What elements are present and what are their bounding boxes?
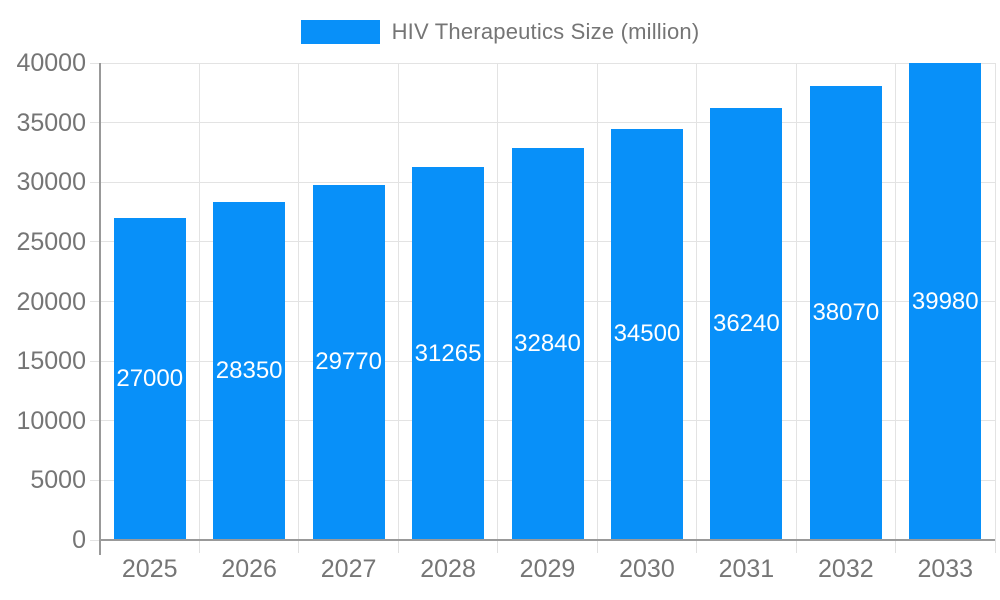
- x-tick-mark: [994, 540, 996, 553]
- x-axis-label: 2026: [221, 555, 277, 583]
- y-axis-line: [99, 63, 101, 555]
- y-tick-mark: [90, 62, 100, 64]
- bar-value-label: 27000: [116, 365, 184, 392]
- x-axis-label: 2030: [619, 555, 675, 583]
- x-axis-label: 2033: [917, 555, 974, 583]
- gridline-x: [696, 63, 698, 540]
- x-tick-mark: [397, 540, 399, 553]
- y-tick-mark: [90, 539, 100, 541]
- legend-label: HIV Therapeutics Size (million): [391, 19, 700, 44]
- y-axis-label: 5000: [30, 466, 86, 495]
- x-axis-line: [100, 539, 995, 541]
- gridline-x: [198, 63, 200, 540]
- x-tick-mark: [596, 540, 598, 553]
- y-axis-label: 15000: [16, 347, 86, 376]
- x-axis-label: 2029: [519, 555, 576, 583]
- x-tick-mark: [298, 540, 300, 553]
- bar-value-label: 32840: [514, 330, 581, 358]
- gridline-y: [100, 62, 995, 64]
- y-axis-label: 0: [72, 526, 86, 554]
- bar-2032[interactable]: [810, 86, 882, 540]
- bar-value-label: 29770: [315, 348, 382, 376]
- bar-value-label: 31265: [414, 339, 482, 367]
- bar-2031[interactable]: [710, 107, 782, 540]
- y-tick-mark: [90, 122, 100, 124]
- y-axis-label: 40000: [16, 49, 86, 77]
- x-tick-mark: [198, 540, 200, 553]
- gridline-x: [298, 63, 300, 540]
- bar-2033[interactable]: [909, 63, 981, 540]
- bar-2026[interactable]: [213, 201, 285, 540]
- gridline-x: [397, 63, 399, 540]
- x-tick-mark: [696, 540, 698, 553]
- y-tick-mark: [90, 420, 100, 422]
- gridline-x: [795, 63, 797, 540]
- x-axis-label: 2028: [420, 555, 476, 583]
- y-tick-mark: [90, 181, 100, 183]
- y-tick-mark: [90, 241, 100, 243]
- x-axis-label: 2032: [818, 555, 874, 583]
- bar-value-label: 39980: [911, 287, 979, 315]
- y-tick-mark: [90, 301, 100, 302]
- gridline-x: [497, 63, 499, 540]
- x-axis-label: 2031: [718, 555, 775, 583]
- bar-value-label: 28350: [215, 356, 283, 384]
- x-axis-label: 2025: [121, 555, 178, 583]
- x-tick-mark: [497, 540, 499, 553]
- y-axis-label: 20000: [16, 287, 86, 316]
- y-axis-label: 35000: [16, 108, 86, 137]
- bar-2030[interactable]: [611, 128, 683, 540]
- x-tick-mark: [795, 540, 797, 553]
- y-axis-label: 30000: [16, 168, 86, 197]
- y-axis-label: 10000: [16, 406, 86, 435]
- gridline-x: [994, 63, 996, 540]
- bar-2028[interactable]: [412, 167, 484, 540]
- y-tick-mark: [90, 360, 100, 362]
- gridline-y: [100, 122, 995, 124]
- bar-value-label: 34500: [613, 320, 681, 348]
- bar-value-label: 38070: [812, 299, 880, 326]
- x-tick-mark: [895, 540, 897, 553]
- y-axis-label: 25000: [16, 227, 86, 256]
- bar-2025[interactable]: [114, 218, 186, 540]
- bar-value-label: 36240: [713, 309, 780, 337]
- y-tick-mark: [90, 479, 100, 481]
- bar-2027[interactable]: [313, 184, 385, 540]
- bar-2029[interactable]: [512, 148, 584, 540]
- legend-swatch: [300, 20, 380, 44]
- legend-item[interactable]: HIV Therapeutics Size (million): [0, 19, 1000, 45]
- x-axis-label: 2027: [320, 555, 377, 583]
- gridline-x: [895, 63, 897, 540]
- gridline-x: [596, 63, 598, 540]
